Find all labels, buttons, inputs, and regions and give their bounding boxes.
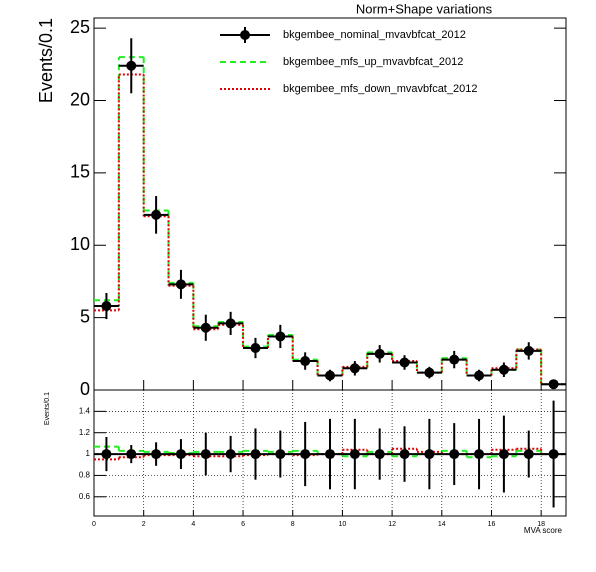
data-point	[399, 357, 410, 368]
x-tick-label: 2	[142, 521, 146, 528]
data-point	[374, 348, 385, 359]
data-point	[250, 449, 261, 460]
data-point	[349, 363, 360, 374]
data-point	[126, 60, 137, 71]
x-tick-label: 8	[291, 521, 295, 528]
data-point	[250, 343, 261, 354]
x-tick-label: 0	[92, 521, 96, 528]
y-tick-label: 1.2	[79, 428, 91, 437]
x-tick-label: 12	[388, 521, 396, 528]
data-point	[151, 449, 162, 460]
data-point	[325, 370, 335, 381]
data-point	[523, 345, 534, 356]
data-point	[349, 449, 360, 460]
data-point	[548, 379, 559, 390]
data-point	[449, 449, 460, 460]
y-tick-label: 25	[70, 17, 90, 37]
x-tick-label: 4	[191, 521, 195, 528]
data-point	[300, 449, 311, 460]
y-tick-label: 0.6	[79, 492, 91, 501]
data-point	[200, 449, 211, 460]
y-tick-label: 1.4	[79, 406, 91, 415]
data-point	[200, 322, 211, 333]
y-tick-label: 5	[80, 306, 90, 326]
data-point	[474, 449, 485, 460]
y-tick-label: 15	[70, 162, 90, 182]
y-tick-label: 1	[86, 449, 91, 458]
legend-label: bkgembee_mfs_up_mvavbfcat_2012	[283, 56, 463, 68]
data-point	[300, 356, 311, 367]
data-point	[101, 301, 112, 312]
data-point	[175, 279, 186, 290]
x-tick-label: 14	[438, 521, 446, 528]
data-point	[498, 449, 509, 460]
data-point	[424, 367, 435, 378]
x-tick-label: 16	[488, 521, 496, 528]
x-tick-label: 18	[537, 521, 545, 528]
y-tick-label: 0.8	[79, 471, 91, 480]
y-tick-label: 0	[80, 379, 90, 399]
data-point	[225, 449, 236, 460]
legend-label: bkgembee_mfs_down_mvavbfcat_2012	[283, 83, 477, 95]
data-point	[126, 449, 137, 460]
y-tick-label: 10	[70, 234, 90, 254]
x-axis-label: MVA score	[524, 526, 563, 535]
data-point	[225, 318, 236, 329]
ratio-y-axis-label: Events/0.1	[44, 392, 51, 425]
data-point	[374, 449, 385, 460]
data-point	[449, 354, 460, 365]
x-tick-label: 10	[339, 521, 347, 528]
data-point	[523, 449, 534, 460]
data-point	[474, 370, 485, 381]
chart-title: Norm+Shape variations	[356, 1, 493, 16]
x-tick-label: 6	[241, 521, 245, 528]
data-point	[101, 449, 112, 460]
data-point	[325, 449, 335, 460]
data-point	[424, 449, 435, 460]
data-point	[175, 449, 186, 460]
legend-label: bkgembee_nominal_mvavbfcat_2012	[283, 29, 466, 41]
data-point	[498, 364, 509, 375]
y-tick-label: 20	[70, 89, 90, 109]
data-point	[548, 449, 559, 460]
y-axis-label: Events/0.1	[36, 18, 56, 103]
data-point	[275, 331, 286, 342]
data-point	[275, 449, 286, 460]
data-point	[151, 209, 162, 220]
legend-swatch	[240, 30, 250, 40]
data-point	[399, 449, 410, 460]
